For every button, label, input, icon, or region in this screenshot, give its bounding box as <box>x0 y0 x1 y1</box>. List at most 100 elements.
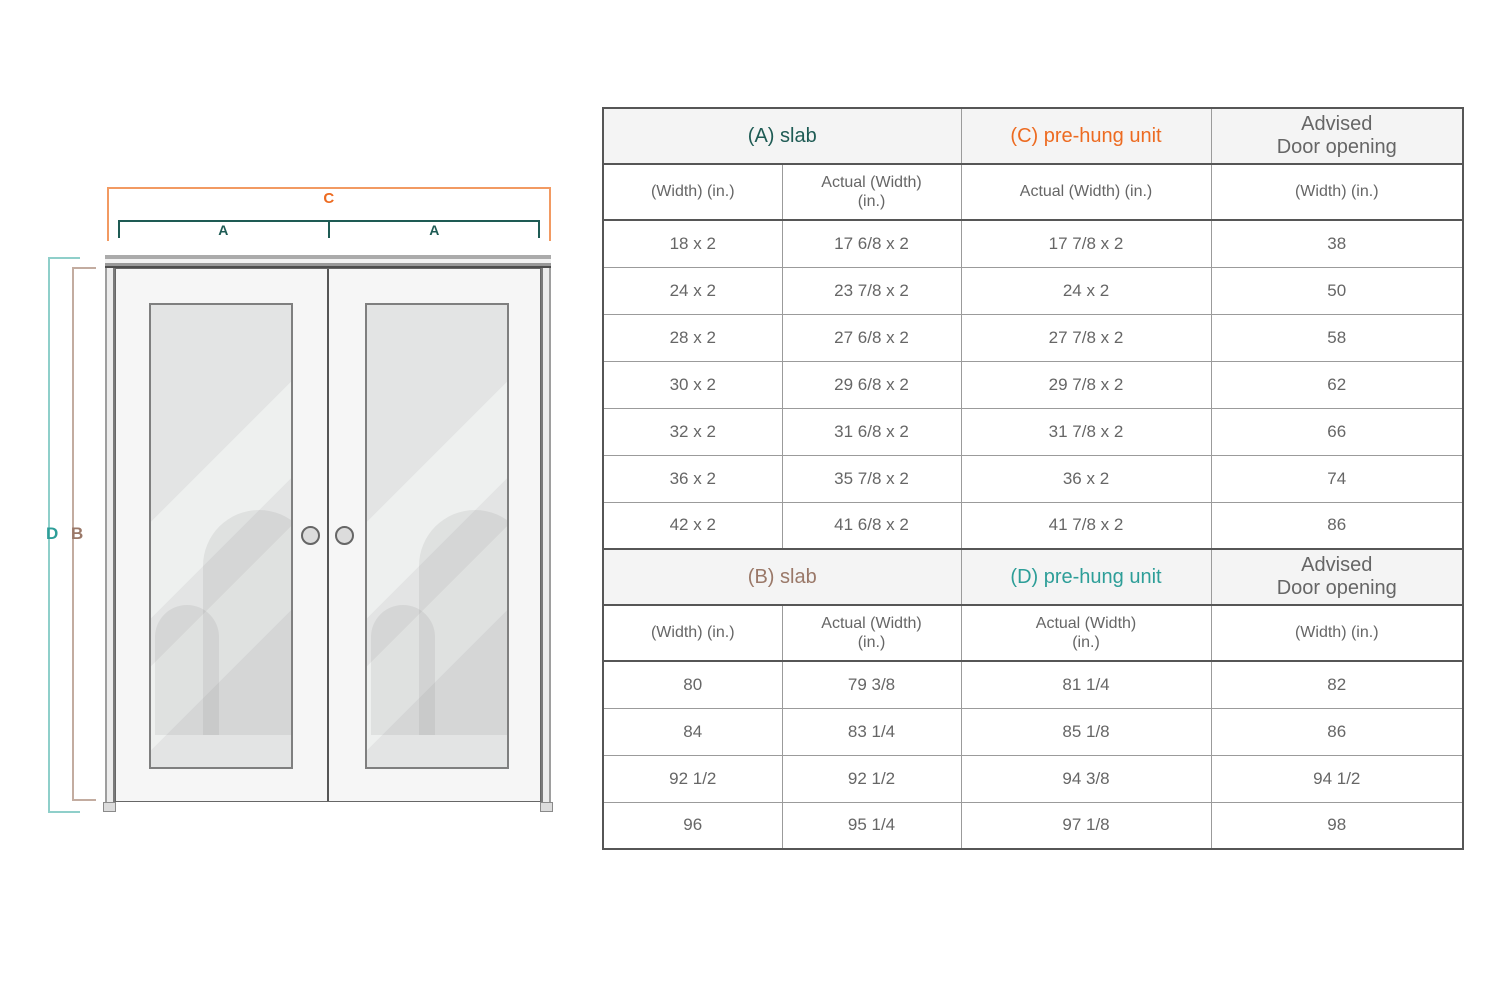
door-meeting-stile <box>327 269 329 801</box>
table-cell: 41 6/8 x 2 <box>781 501 962 550</box>
section-b-body: 80 79 3/8 81 1/4 82 84 83 1/4 85 1/8 86 92 1/2 92… <box>602 660 1464 850</box>
table-cell: 96 <box>602 801 783 850</box>
section-a-column-header-row: (Width) (in.) Actual (Width) (in.) Actua… <box>602 163 1464 221</box>
section-a-body: 18 x 2 17 6/8 x 2 17 7/8 x 2 38 24 x 2 23 7/8… <box>602 219 1464 550</box>
door-frame-foot-right <box>540 802 553 812</box>
table-row: 32 x 2 31 6/8 x 2 31 7/8 x 2 66 <box>602 407 1464 456</box>
bracket-tick <box>538 222 540 238</box>
column-header-width: (Width) (in.) <box>602 163 783 221</box>
table-row: 24 x 2 23 7/8 x 2 24 x 2 50 <box>602 266 1464 315</box>
dimension-label-a-left: A <box>218 222 229 238</box>
dimension-bracket-a <box>118 220 540 238</box>
dimension-bracket-d <box>48 257 80 813</box>
table-row: 96 95 1/4 97 1/8 98 <box>602 801 1464 850</box>
section-title-d-prehung: (D) pre-hung unit <box>960 548 1212 606</box>
table-cell: 31 7/8 x 2 <box>960 407 1212 456</box>
table-cell: 18 x 2 <box>602 219 783 268</box>
table-cell: 94 3/8 <box>960 754 1212 803</box>
table-cell: 38 <box>1210 219 1464 268</box>
table-cell: 24 x 2 <box>960 266 1212 315</box>
bracket-tick <box>118 222 120 238</box>
table-cell: 30 x 2 <box>602 360 783 409</box>
table-cell: 28 x 2 <box>602 313 783 362</box>
dimension-label-c: C <box>323 190 335 207</box>
table-row: 42 x 2 41 6/8 x 2 41 7/8 x 2 86 <box>602 501 1464 550</box>
section-title-advised-opening: Advised Door opening <box>1210 548 1464 606</box>
column-header-actual-width: Actual (Width) (in.) <box>960 604 1212 662</box>
table-cell: 35 7/8 x 2 <box>781 454 962 503</box>
table-cell: 27 6/8 x 2 <box>781 313 962 362</box>
table-row: 28 x 2 27 6/8 x 2 27 7/8 x 2 58 <box>602 313 1464 362</box>
column-header-actual-width: Actual (Width) (in.) <box>781 604 962 662</box>
column-header-width: (Width) (in.) <box>1210 163 1464 221</box>
glass-reflection-shape <box>371 605 435 735</box>
dimension-label-a-right: A <box>429 222 440 238</box>
table-cell: 31 6/8 x 2 <box>781 407 962 456</box>
table-cell: 74 <box>1210 454 1464 503</box>
bracket-tick <box>328 222 330 238</box>
table-cell: 29 6/8 x 2 <box>781 360 962 409</box>
table-cell: 41 7/8 x 2 <box>960 501 1212 550</box>
table-cell: 82 <box>1210 660 1464 709</box>
door-knob-right <box>335 526 354 545</box>
table-cell: 29 7/8 x 2 <box>960 360 1212 409</box>
door-frame-foot-left <box>103 802 116 812</box>
table-cell: 94 1/2 <box>1210 754 1464 803</box>
door-measurement-diagram: C A A D B <box>0 0 602 1001</box>
table-cell: 24 x 2 <box>602 266 783 315</box>
table-row: 84 83 1/4 85 1/8 86 <box>602 707 1464 756</box>
table-row: 18 x 2 17 6/8 x 2 17 7/8 x 2 38 <box>602 219 1464 268</box>
table-row: 80 79 3/8 81 1/4 82 <box>602 660 1464 709</box>
table-cell: 17 6/8 x 2 <box>781 219 962 268</box>
section-title-advised-opening: Advised Door opening <box>1210 107 1464 165</box>
table-cell: 92 1/2 <box>602 754 783 803</box>
table-cell: 83 1/4 <box>781 707 962 756</box>
table-cell: 84 <box>602 707 783 756</box>
table-cell: 81 1/4 <box>960 660 1212 709</box>
section-title-b-slab: (B) slab <box>602 548 962 606</box>
table-cell: 32 x 2 <box>602 407 783 456</box>
column-header-actual-width: Actual (Width) (in.) <box>960 163 1212 221</box>
table-cell: 95 1/4 <box>781 801 962 850</box>
column-header-width: (Width) (in.) <box>602 604 783 662</box>
table-cell: 23 7/8 x 2 <box>781 266 962 315</box>
table-cell: 66 <box>1210 407 1464 456</box>
table-cell: 36 x 2 <box>960 454 1212 503</box>
door-size-table: (A) slab (C) pre-hung unit Advised Door … <box>602 107 1464 850</box>
section-title-a-slab: (A) slab <box>602 107 962 165</box>
door-frame-jamb-left <box>105 268 115 802</box>
door-knob-left <box>301 526 320 545</box>
table-cell: 27 7/8 x 2 <box>960 313 1212 362</box>
table-row: 30 x 2 29 6/8 x 2 29 7/8 x 2 62 <box>602 360 1464 409</box>
glass-reflection-shape <box>203 510 291 735</box>
section-b-header-row: (B) slab (D) pre-hung unit Advised Door … <box>602 548 1464 606</box>
dimension-bracket-b <box>72 267 96 801</box>
section-b-column-header-row: (Width) (in.) Actual (Width) (in.) Actua… <box>602 604 1464 662</box>
dimension-bracket-c <box>107 187 551 241</box>
glass-panel-left <box>149 303 293 769</box>
table-row: 92 1/2 92 1/2 94 3/8 94 1/2 <box>602 754 1464 803</box>
column-header-width: (Width) (in.) <box>1210 604 1464 662</box>
door-frame-jamb-right <box>541 268 551 802</box>
glass-reflection-shape <box>419 510 507 735</box>
table-cell: 86 <box>1210 707 1464 756</box>
table-cell: 79 3/8 <box>781 660 962 709</box>
glass-panel-right <box>365 303 509 769</box>
glass-reflection-shape <box>155 605 219 735</box>
table-cell: 62 <box>1210 360 1464 409</box>
double-door-slabs <box>115 268 541 802</box>
table-cell: 92 1/2 <box>781 754 962 803</box>
table-cell: 58 <box>1210 313 1464 362</box>
table-cell: 36 x 2 <box>602 454 783 503</box>
section-title-c-prehung: (C) pre-hung unit <box>960 107 1212 165</box>
column-header-actual-width: Actual (Width) (in.) <box>781 163 962 221</box>
table-cell: 85 1/8 <box>960 707 1212 756</box>
section-a-header-row: (A) slab (C) pre-hung unit Advised Door … <box>602 107 1464 165</box>
table-cell: 97 1/8 <box>960 801 1212 850</box>
table-cell: 86 <box>1210 501 1464 550</box>
table-cell: 98 <box>1210 801 1464 850</box>
table-cell: 80 <box>602 660 783 709</box>
door-frame-head <box>105 255 551 268</box>
table-row: 36 x 2 35 7/8 x 2 36 x 2 74 <box>602 454 1464 503</box>
dimension-label-d: D <box>46 524 59 543</box>
